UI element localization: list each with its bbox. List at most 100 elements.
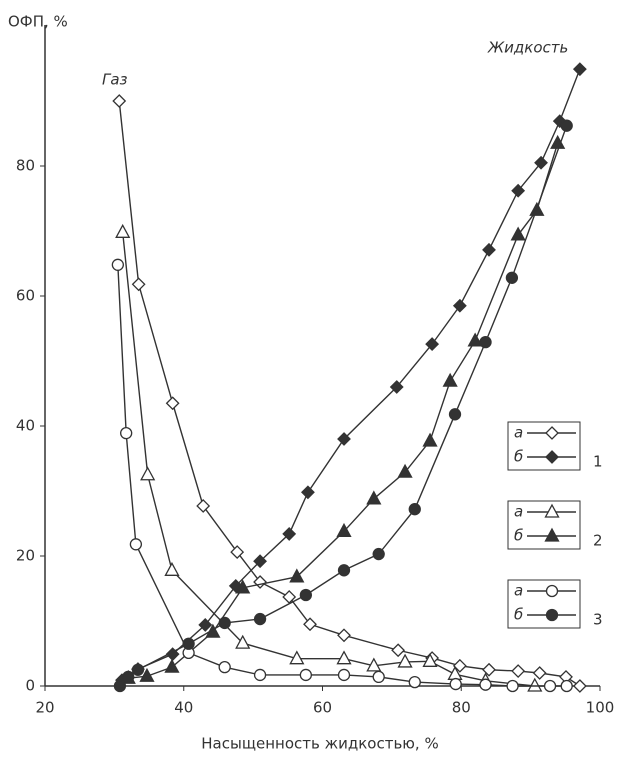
data-point: [482, 662, 496, 677]
x-tick-label: 20: [35, 699, 54, 717]
data-point: [336, 650, 352, 665]
data-point: [366, 657, 382, 672]
data-point: [301, 485, 315, 500]
data-point: [389, 380, 404, 394]
data-point: [139, 667, 155, 682]
data-point: [366, 490, 382, 505]
data-point: [218, 661, 231, 674]
legend-label: б: [514, 606, 523, 624]
legend-box: [507, 500, 581, 550]
data-point: [422, 432, 438, 447]
y-tick-label: 80: [16, 157, 35, 175]
data-point: [506, 679, 519, 693]
x-tick-label: 40: [174, 699, 193, 717]
data-point: [337, 564, 351, 577]
legend-label: б: [514, 448, 523, 466]
y-tick-label: 20: [16, 547, 35, 565]
annotation: Газ: [102, 71, 128, 89]
data-point: [129, 538, 143, 551]
data-point: [113, 679, 127, 693]
data-point: [452, 298, 467, 313]
data-point: [543, 679, 557, 693]
data-point: [511, 664, 526, 678]
series-line: [122, 232, 535, 687]
data-point: [408, 503, 421, 516]
legend-label: а: [514, 503, 523, 521]
data-point: [122, 670, 135, 684]
data-point: [282, 590, 297, 604]
data-point: [120, 426, 133, 440]
legend-marker: [544, 503, 560, 518]
data-point: [505, 271, 519, 284]
data-point: [198, 617, 213, 632]
data-point: [560, 679, 573, 693]
data-point: [397, 463, 413, 478]
data-point: [131, 277, 146, 292]
legend-label: а: [514, 424, 523, 442]
data-point: [164, 658, 180, 673]
data-point: [111, 258, 124, 271]
data-point: [253, 575, 267, 589]
data-point: [299, 588, 313, 602]
data-point: [422, 652, 438, 667]
legend-marker: [545, 584, 559, 598]
y-tick-label: 0: [25, 677, 35, 695]
data-point: [337, 668, 351, 682]
data-point: [289, 568, 305, 583]
series-line: [117, 264, 567, 687]
data-point: [467, 332, 483, 347]
series-line: [119, 125, 568, 687]
data-point: [337, 628, 351, 643]
data-point: [510, 226, 526, 241]
x-tick-label: 60: [313, 699, 332, 717]
data-point: [572, 679, 587, 693]
data-point: [282, 526, 297, 541]
x-tick-label: 100: [586, 699, 615, 717]
data-point: [182, 637, 195, 650]
legend-marker: [545, 450, 559, 464]
data-point: [511, 183, 526, 198]
data-point: [115, 223, 131, 238]
data-point: [527, 677, 543, 692]
data-point: [372, 547, 385, 561]
data-point: [452, 658, 467, 673]
legend-group-label: 2: [593, 532, 603, 550]
data-point: [532, 666, 547, 680]
data-point: [140, 466, 156, 481]
data-point: [337, 432, 351, 446]
legend-marker: [545, 426, 559, 440]
legend-box: [507, 579, 581, 629]
legend-label: б: [514, 527, 523, 545]
legend-box: [507, 421, 581, 471]
data-point: [112, 94, 127, 108]
series-line: [118, 100, 581, 687]
data-point: [534, 155, 548, 170]
legend-label: а: [514, 582, 523, 600]
series-line: [121, 68, 581, 681]
data-point: [560, 119, 573, 132]
data-point: [253, 554, 267, 569]
data-point: [372, 670, 385, 684]
y-tick-label: 60: [16, 287, 35, 305]
x-axis-label: Насыщенность жидкостью, %: [201, 735, 438, 753]
data-point: [299, 668, 313, 682]
data-point: [479, 678, 492, 691]
data-point: [218, 616, 231, 630]
legend-marker: [544, 527, 560, 542]
data-point: [303, 617, 317, 632]
data-point: [448, 408, 462, 421]
y-tick-label: 40: [16, 417, 35, 435]
legend-group-label: 3: [593, 611, 603, 629]
data-point: [479, 335, 492, 349]
data-point: [235, 634, 251, 649]
y-axis-label: ОФП, %: [8, 13, 68, 31]
data-point: [482, 242, 496, 257]
data-point: [165, 396, 180, 411]
x-tick-label: 80: [452, 699, 471, 717]
data-point: [397, 653, 413, 668]
data-point: [408, 675, 421, 689]
series-line: [128, 143, 559, 679]
data-point: [289, 650, 305, 665]
data-point: [391, 643, 406, 658]
